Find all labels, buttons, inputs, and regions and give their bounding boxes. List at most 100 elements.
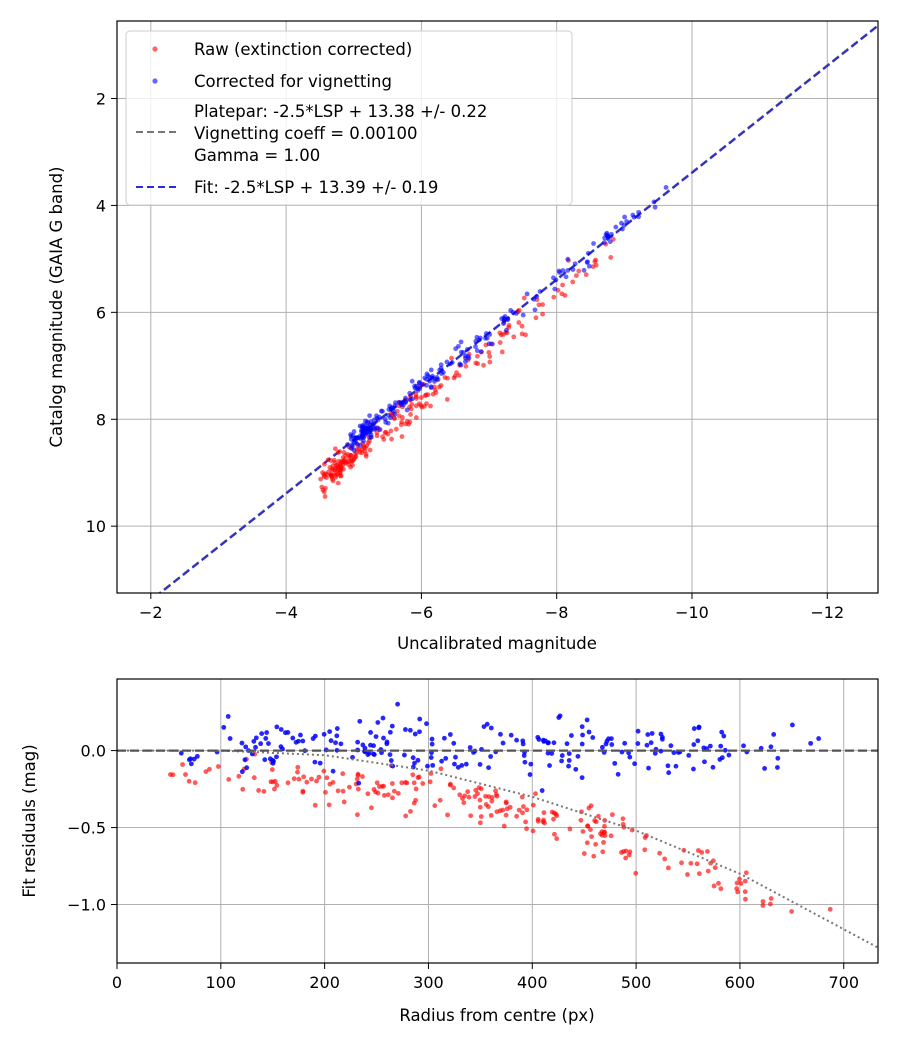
- corrected-point: [601, 240, 607, 245]
- raw-residual-point: [734, 886, 740, 892]
- raw-residual-point: [542, 820, 547, 826]
- raw-residual-point: [186, 778, 192, 784]
- corrected-residual-point: [355, 739, 361, 745]
- corrected-residual-point: [282, 730, 288, 736]
- corrected-point: [407, 390, 413, 396]
- raw-point: [576, 268, 582, 274]
- corrected-residual-point: [188, 761, 194, 767]
- raw-residual-point: [381, 783, 386, 789]
- legend-label-vignetting-coeff: Vignetting coeff = 0.00100: [194, 124, 418, 143]
- raw-residual-point: [718, 886, 724, 892]
- raw-residual-point: [827, 906, 833, 912]
- bottom-axis-ticks: 0 100 200 300 400 500 600 700 0.0 −0.5 −1.0: [67, 742, 859, 992]
- raw-residual-point: [451, 785, 457, 791]
- corrected-point: [636, 209, 642, 215]
- corrected-point: [366, 435, 372, 440]
- raw-point: [536, 302, 542, 308]
- corrected-residual-point: [412, 731, 418, 737]
- raw-point: [332, 446, 338, 452]
- raw-residual-point: [688, 860, 694, 866]
- corrected-residual-point: [569, 733, 574, 738]
- top-x-tick-label: −2: [139, 603, 163, 622]
- raw-point: [326, 469, 331, 475]
- bottom-x-axis-label: Radius from centre (px): [399, 1006, 594, 1025]
- corrected-residual-point: [333, 740, 338, 746]
- raw-residual-point: [180, 762, 185, 767]
- corrected-residual-point: [290, 735, 296, 741]
- corrected-residual-point: [338, 741, 344, 747]
- raw-residual-point: [347, 784, 352, 790]
- corrected-residual-point: [429, 736, 435, 742]
- raw-residual-point: [519, 794, 525, 800]
- raw-residual-point: [437, 797, 443, 803]
- raw-residual-point: [483, 793, 488, 799]
- raw-residual-point: [602, 823, 607, 829]
- corrected-residual-point: [239, 740, 245, 746]
- bottom-y-tick-label: −1.0: [67, 896, 106, 915]
- raw-residual-point: [760, 899, 766, 904]
- corrected-residual-point: [356, 780, 362, 786]
- raw-residual-point: [694, 861, 700, 867]
- raw-residual-point: [696, 871, 702, 877]
- corrected-point: [503, 327, 509, 333]
- raw-point: [540, 311, 546, 317]
- corrected-residual-point: [564, 741, 570, 747]
- raw-residual-point: [626, 852, 632, 858]
- corrected-residual-point: [658, 731, 664, 737]
- raw-point: [533, 315, 539, 321]
- corrected-residual-point: [428, 755, 434, 760]
- legend-box: [125, 30, 573, 206]
- raw-residual-point: [760, 903, 766, 908]
- corrected-residual-point: [251, 738, 257, 744]
- raw-point: [413, 403, 419, 409]
- corrected-residual-point: [371, 752, 377, 757]
- corrected-residual-point: [645, 732, 651, 737]
- corrected-residual-point: [266, 741, 271, 746]
- corrected-residual-point: [410, 755, 416, 761]
- raw-residual-point: [403, 813, 409, 819]
- raw-point: [331, 457, 337, 463]
- raw-point: [356, 446, 362, 452]
- top-x-tick-label: −8: [545, 603, 569, 622]
- corrected-point: [622, 214, 628, 220]
- raw-residual-point: [447, 782, 453, 788]
- raw-point: [559, 291, 565, 297]
- raw-point: [319, 484, 325, 490]
- corrected-residual-point: [612, 760, 618, 766]
- raw-residual-point: [402, 780, 408, 785]
- corrected-residual-point: [579, 741, 585, 747]
- corrected-residual-point: [178, 750, 184, 756]
- corrected-point: [565, 256, 571, 262]
- corrected-point: [388, 415, 393, 420]
- raw-residual-point: [472, 794, 478, 799]
- raw-residual-point: [489, 798, 495, 804]
- raw-point: [329, 473, 334, 479]
- raw-residual-point: [657, 850, 663, 856]
- corrected-residual-point: [549, 751, 555, 756]
- corrected-point: [348, 436, 354, 442]
- raw-residual-point: [685, 872, 690, 877]
- raw-point: [330, 478, 336, 484]
- bottom-y-tick-label: 0.0: [81, 742, 106, 761]
- legend-label-gamma: Gamma = 1.00: [194, 146, 320, 165]
- raw-point: [398, 422, 404, 428]
- raw-residual-point: [567, 826, 573, 832]
- raw-residual-point: [355, 812, 360, 818]
- corrected-residual-point: [590, 735, 596, 740]
- corrected-residual-point: [586, 729, 592, 735]
- raw-point: [540, 302, 545, 307]
- corrected-point: [428, 367, 434, 373]
- raw-residual-point: [411, 780, 417, 786]
- raw-residual-point: [601, 840, 606, 845]
- corrected-residual-point: [227, 736, 233, 741]
- corrected-point: [532, 307, 538, 313]
- corrected-residual-point: [271, 758, 276, 764]
- raw-point: [487, 359, 493, 365]
- corrected-residual-point: [239, 769, 245, 775]
- corrected-point: [458, 362, 464, 368]
- corrected-residual-point: [259, 731, 265, 737]
- raw-residual-point: [183, 772, 188, 777]
- raw-residual-point: [716, 880, 721, 886]
- corrected-point: [551, 275, 556, 281]
- corrected-residual-point: [649, 731, 655, 736]
